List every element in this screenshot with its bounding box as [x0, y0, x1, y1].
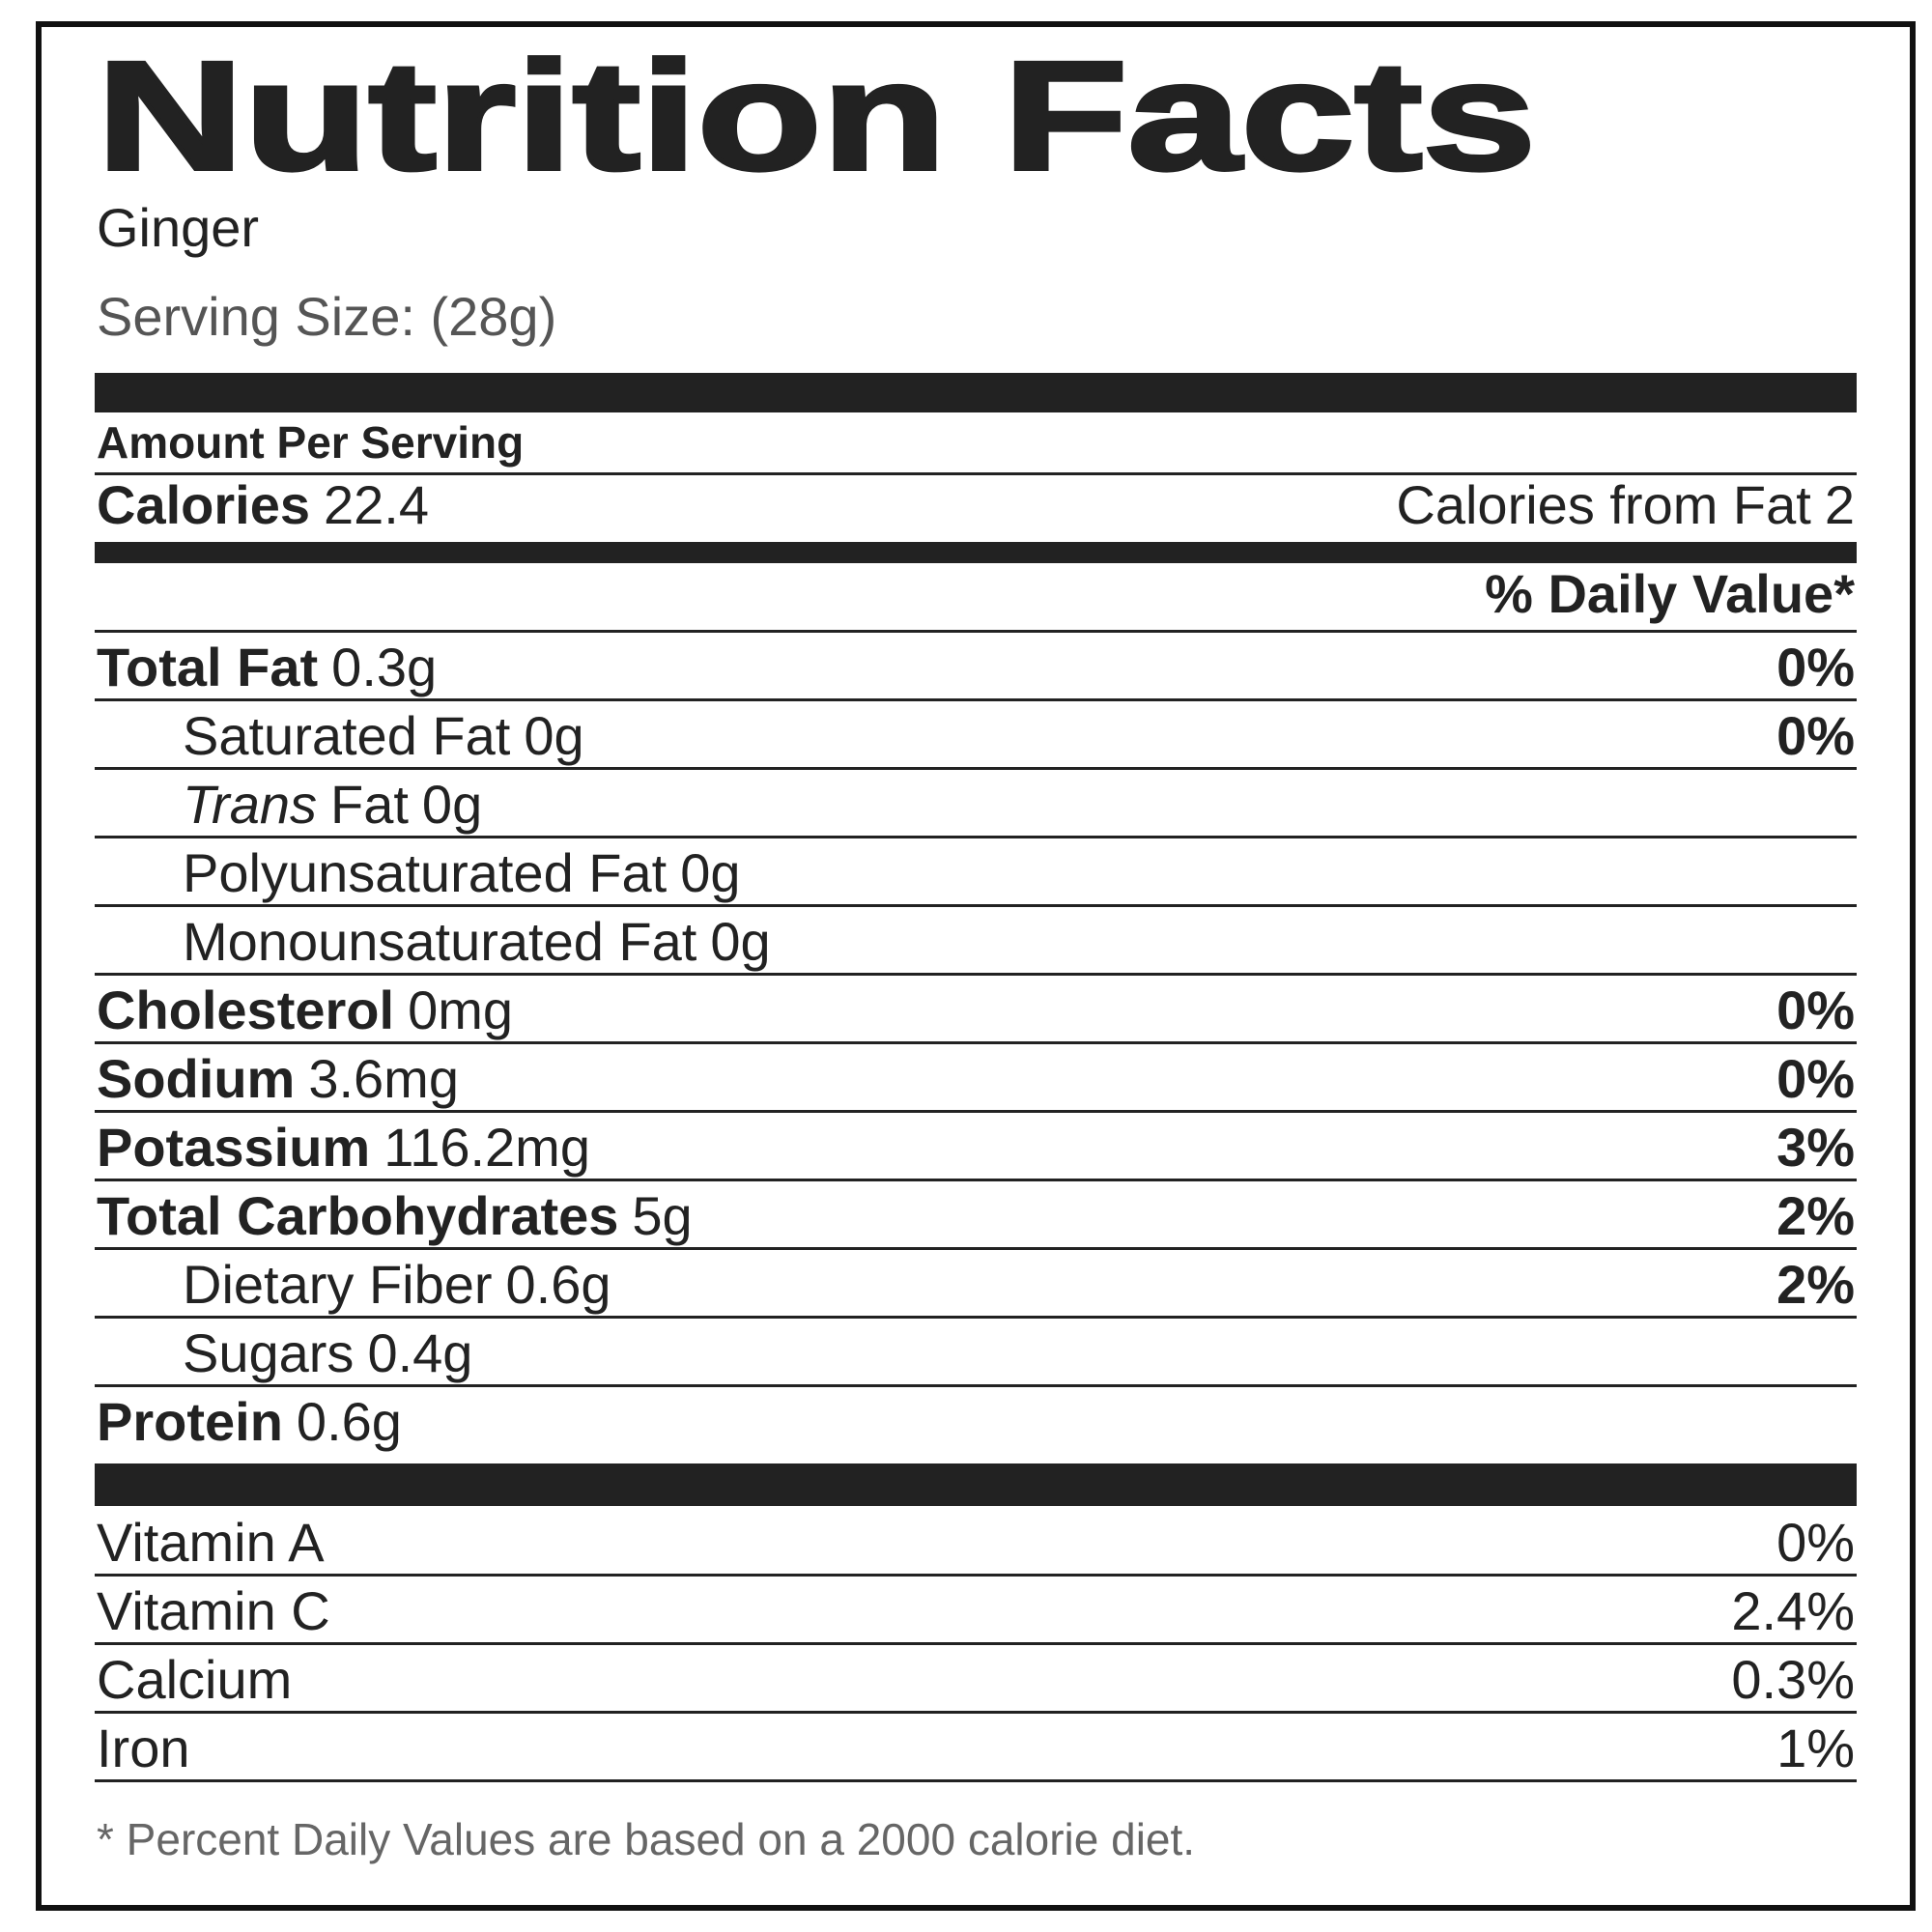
divider — [95, 630, 1857, 633]
vitamin-rows: Vitamin A 0% Vitamin C 2.4% Calcium 0.3% Iron 1… — [95, 1512, 1857, 1782]
divider — [95, 1247, 1857, 1250]
nutrient: Dietary Fiber 0.6g — [183, 1254, 611, 1315]
nutrient-name: Sugars — [183, 1322, 354, 1383]
nutrient-name: Potassium — [97, 1117, 370, 1178]
divider — [95, 1779, 1857, 1782]
nutrient: Sodium 3.6mg — [97, 1048, 459, 1109]
thick-bar — [95, 1463, 1857, 1506]
divider — [95, 1179, 1857, 1181]
nutrient-amount: 5g — [632, 1185, 692, 1246]
vitamin-dv: 2.4% — [1731, 1580, 1855, 1641]
nutrient: Total Fat 0.3g — [97, 637, 437, 697]
divider — [95, 1316, 1857, 1319]
nutrient: Polyunsaturated Fat 0g — [183, 842, 740, 903]
calories-value: 22.4 — [324, 474, 429, 535]
daily-value-header: % Daily Value* — [1485, 563, 1855, 624]
daily-value: 0% — [1776, 705, 1855, 766]
medium-bar — [95, 542, 1857, 563]
nutrient-amount: 0.6g — [297, 1391, 402, 1452]
daily-value: 0% — [1776, 1048, 1855, 1109]
nutrient: Sugars 0.4g — [183, 1322, 472, 1383]
vitamin-dv: 0.3% — [1731, 1649, 1855, 1710]
daily-value: 0% — [1776, 637, 1855, 697]
calories-from-fat: Calories from Fat 2 — [1396, 474, 1855, 535]
divider — [95, 698, 1857, 701]
daily-value: 2% — [1776, 1254, 1855, 1315]
nutrient-name: Polyunsaturated Fat — [183, 842, 668, 903]
nutrient-amount: 0.3g — [331, 637, 437, 697]
calories: Calories 22.4 — [97, 474, 429, 535]
calories-from-fat-label: Calories from Fat — [1396, 474, 1811, 535]
divider — [95, 836, 1857, 838]
nutrient-name-italic: Trans — [183, 774, 317, 835]
calories-label: Calories — [97, 474, 310, 535]
title: Nutrition Facts — [97, 29, 1536, 202]
vitamin-name: Calcium — [97, 1649, 292, 1710]
nutrient-name: Saturated Fat — [183, 705, 511, 766]
nutrient: Monounsaturated Fat 0g — [183, 911, 771, 972]
nutrient-rows: Total Fat 0.3g 0%Saturated Fat 0g 0%Trans Fat… — [95, 630, 1857, 1452]
amount-per-serving: Amount Per Serving — [97, 417, 524, 468]
nutrient-amount: 0g — [524, 705, 583, 766]
divider — [95, 1642, 1857, 1645]
nutrient-name: Dietary Fiber — [183, 1254, 493, 1315]
nutrient-amount: 0g — [422, 774, 482, 835]
nutrient-name: Total Fat — [97, 637, 318, 697]
footnote: * Percent Daily Values are based on a 20… — [97, 1814, 1195, 1864]
divider — [95, 1384, 1857, 1387]
vitamin-name: Vitamin A — [97, 1512, 325, 1573]
food-name: Ginger — [97, 197, 259, 258]
daily-value: 0% — [1776, 980, 1855, 1040]
thick-bar — [95, 373, 1857, 412]
nutrient-amount: 116.2mg — [384, 1117, 590, 1178]
nutrient-name: Cholesterol — [97, 980, 394, 1040]
divider — [95, 973, 1857, 976]
nutrient-amount: 0mg — [408, 980, 513, 1040]
daily-value: 2% — [1776, 1185, 1855, 1246]
divider — [95, 904, 1857, 907]
nutrient: Trans Fat 0g — [183, 774, 482, 835]
nutrient-amount: 0g — [710, 911, 770, 972]
vitamin-name: Iron — [97, 1718, 190, 1778]
divider — [95, 1041, 1857, 1044]
label-border — [36, 21, 1916, 1911]
nutrient-name: Total Carbohydrates — [97, 1185, 618, 1246]
vitamin-dv: 1% — [1776, 1718, 1855, 1778]
vitamin-name: Vitamin C — [97, 1580, 330, 1641]
nutrient: Protein 0.6g — [97, 1391, 402, 1452]
nutrient-amount: 3.6mg — [308, 1048, 459, 1109]
serving-size: Serving Size: (28g) — [97, 286, 556, 347]
divider — [95, 1574, 1857, 1577]
nutrient: Potassium 116.2mg — [97, 1117, 590, 1178]
nutrient-name: Fat — [330, 774, 409, 835]
nutrient: Total Carbohydrates 5g — [97, 1185, 693, 1246]
vitamin-dv: 0% — [1776, 1512, 1855, 1573]
nutrient: Cholesterol 0mg — [97, 980, 513, 1040]
divider — [95, 1110, 1857, 1113]
nutrient-name: Sodium — [97, 1048, 295, 1109]
divider — [95, 1711, 1857, 1714]
nutrient-name: Protein — [97, 1391, 283, 1452]
divider — [95, 472, 1857, 475]
nutrient-amount: 0.4g — [367, 1322, 472, 1383]
nutrient: Saturated Fat 0g — [183, 705, 584, 766]
nutrient-amount: 0.6g — [506, 1254, 611, 1315]
calories-from-fat-value: 2 — [1825, 474, 1855, 535]
nutrient-amount: 0g — [680, 842, 740, 903]
divider — [95, 767, 1857, 770]
daily-value: 3% — [1776, 1117, 1855, 1178]
nutrient-name: Monounsaturated Fat — [183, 911, 697, 972]
